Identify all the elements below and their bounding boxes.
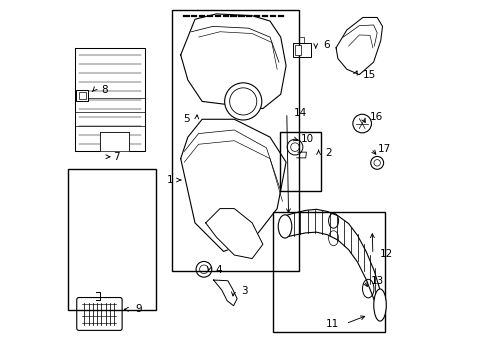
Text: 1: 1 [167, 175, 173, 185]
Ellipse shape [278, 215, 292, 238]
Circle shape [371, 157, 384, 169]
Bar [293, 43, 311, 57]
Circle shape [224, 83, 262, 120]
Bar [295, 45, 301, 55]
Bar [100, 132, 129, 152]
Bar [280, 132, 321, 191]
Text: 17: 17 [378, 144, 392, 154]
Bar [172, 10, 298, 271]
Text: 9: 9 [135, 304, 142, 314]
Polygon shape [181, 14, 286, 109]
Text: 6: 6 [323, 40, 329, 50]
Text: 7: 7 [114, 152, 120, 162]
Text: 4: 4 [216, 265, 222, 275]
Polygon shape [336, 18, 383, 75]
FancyBboxPatch shape [77, 297, 122, 330]
Text: 13: 13 [371, 276, 384, 286]
Polygon shape [206, 208, 263, 258]
Text: 2: 2 [326, 148, 332, 158]
Circle shape [196, 261, 212, 277]
Text: 3: 3 [241, 286, 247, 296]
Polygon shape [75, 48, 145, 152]
Text: 12: 12 [380, 249, 393, 259]
Text: 15: 15 [363, 69, 376, 80]
Bar [68, 169, 156, 310]
Ellipse shape [374, 289, 386, 321]
Polygon shape [181, 119, 286, 251]
Text: 11: 11 [325, 319, 339, 329]
Text: 8: 8 [101, 85, 108, 95]
Circle shape [353, 114, 371, 133]
Bar [273, 212, 386, 332]
Text: 16: 16 [369, 112, 383, 122]
Text: 14: 14 [294, 108, 307, 118]
Text: 10: 10 [301, 134, 314, 144]
Bar [76, 90, 88, 102]
Text: 5: 5 [183, 114, 190, 124]
Polygon shape [214, 280, 237, 306]
Bar [78, 92, 86, 99]
